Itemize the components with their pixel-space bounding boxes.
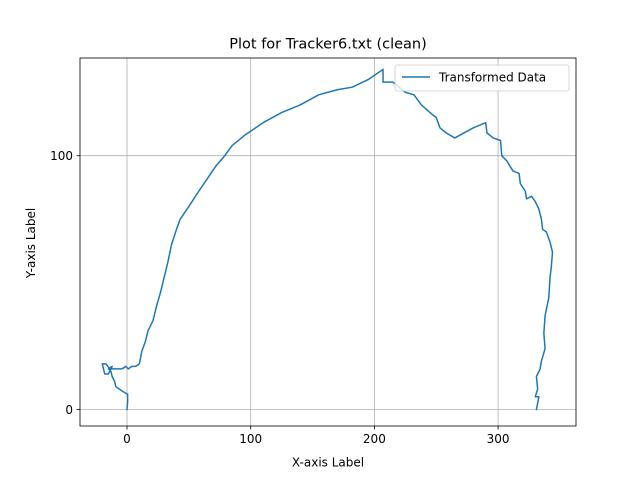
series-line-transformed-data (101, 68, 554, 411)
x-tick-label: 0 (123, 432, 131, 446)
x-tick-label: 300 (487, 432, 510, 446)
axis-ticks: 0 100 200 300 0 100 (50, 149, 509, 446)
chart-title: Plot for Tracker6.txt (clean) (229, 37, 427, 53)
legend: Transformed Data (394, 64, 570, 92)
grid-lines (80, 58, 576, 426)
x-tick-label: 100 (239, 432, 262, 446)
x-axis-label: X-axis Label (292, 456, 364, 470)
y-tick-label: 0 (65, 403, 73, 417)
y-axis-label: Y-axis Label (24, 208, 38, 279)
x-tick-label: 200 (363, 432, 386, 446)
plot-area-frame (79, 57, 577, 427)
legend-label-transformed-data: Transformed Data (438, 71, 546, 85)
y-tick-label: 100 (50, 149, 73, 163)
legend-box (394, 64, 570, 92)
